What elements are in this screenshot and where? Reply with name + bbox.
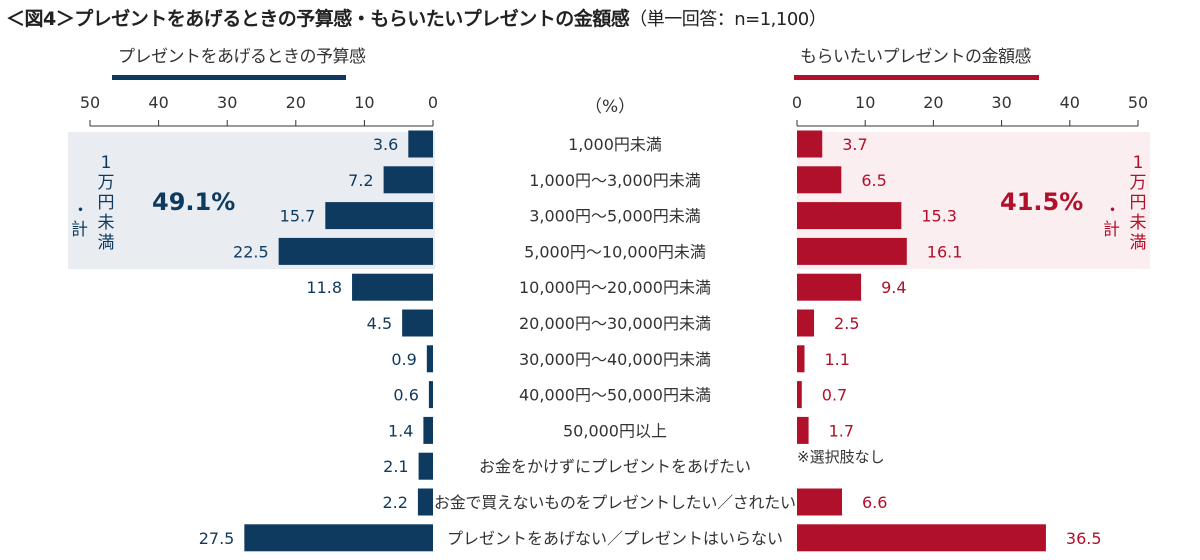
- left-bar: [408, 130, 433, 158]
- right-panel-title: もらいたいプレゼントの金額感: [800, 47, 1032, 67]
- right-bar: [797, 416, 809, 444]
- right-bar: [797, 202, 902, 230]
- left-bar: [383, 166, 433, 194]
- left-bar: [244, 524, 433, 552]
- right-summary-value: 41.5%: [1000, 188, 1084, 216]
- left-value-label: 22.5: [233, 242, 269, 261]
- right-value-label: 1.7: [829, 421, 854, 440]
- right-tick-label: 10: [855, 93, 875, 112]
- right-bar: [797, 237, 907, 265]
- right-bar: [797, 166, 842, 194]
- right-bar: [797, 381, 802, 409]
- right-bar: [797, 488, 843, 516]
- right-value-label: 6.5: [861, 171, 886, 190]
- title-main: ＜図4＞プレゼントをあげるときの予算感・もらいたいプレゼントの金額感: [6, 8, 630, 30]
- unit-label: （%）: [585, 97, 636, 117]
- left-value-label: 27.5: [199, 529, 235, 548]
- category-label: 20,000円～30,000円未満: [519, 314, 711, 333]
- left-panel-underline: [112, 75, 346, 80]
- label-char: 1: [100, 153, 112, 173]
- left-bar: [325, 202, 433, 230]
- right-bar: [797, 524, 1046, 552]
- left-tick-label: 20: [286, 93, 306, 112]
- right-panel-underline: [794, 75, 1039, 80]
- category-label: 40,000円～50,000円未満: [519, 386, 711, 405]
- label-char: 万: [97, 173, 115, 193]
- category-label: 5,000円～10,000円未満: [524, 242, 706, 261]
- no-option-note: ※選択肢なし: [797, 448, 885, 466]
- category-label: お金で買えないものをプレゼントしたい／されたい: [434, 493, 796, 512]
- right-tick-label: 50: [1128, 93, 1148, 112]
- right-summary-kei: 計: [1103, 220, 1120, 240]
- right-tick-label: 40: [1060, 93, 1080, 112]
- chart-title: ＜図4＞プレゼントをあげるときの予算感・もらいたいプレゼントの金額感（単一回答：…: [6, 4, 827, 31]
- left-bar: [423, 416, 433, 444]
- right-bar: [797, 130, 823, 158]
- left-value-label: 1.4: [388, 421, 413, 440]
- left-value-label: 11.8: [306, 278, 342, 297]
- title-subtitle: （単一回答：n=1,100）: [629, 9, 827, 30]
- label-char: 1: [1132, 153, 1144, 173]
- right-value-label: 3.7: [842, 135, 867, 154]
- label-char: 円: [97, 193, 115, 213]
- right-tick-label: 0: [792, 93, 802, 112]
- category-label: 1,000円～3,000円未満: [529, 171, 701, 190]
- left-bar: [278, 237, 433, 265]
- left-bar: [418, 452, 433, 480]
- right-summary-label: 1 万 円 未 満: [1128, 153, 1148, 253]
- left-tick-label: 0: [428, 93, 438, 112]
- right-value-label: 6.6: [862, 493, 887, 512]
- label-char: 万: [1129, 173, 1147, 193]
- right-value-label: 0.7: [822, 386, 847, 405]
- right-value-label: 9.4: [881, 278, 906, 297]
- category-label: 10,000円～20,000円未満: [519, 278, 711, 297]
- category-label: 1,000円未満: [568, 135, 662, 154]
- right-value-label: 15.3: [921, 207, 957, 226]
- right-bar: [797, 345, 805, 373]
- label-char: 未: [1129, 213, 1147, 233]
- right-value-label: 16.1: [927, 242, 963, 261]
- label-char: 円: [1129, 193, 1147, 213]
- category-label: プレゼントをあげない／プレゼントはいらない: [447, 529, 783, 548]
- left-bar: [402, 309, 433, 337]
- right-value-label: 36.5: [1066, 529, 1102, 548]
- left-summary-label: 1 万 円 未 満: [96, 153, 116, 253]
- label-char: 満: [1129, 233, 1147, 253]
- left-tick-label: 40: [148, 93, 168, 112]
- left-bar: [417, 488, 433, 516]
- right-bar: [797, 273, 862, 301]
- category-label: 30,000円～40,000円未満: [519, 350, 711, 369]
- left-value-label: 2.1: [383, 457, 408, 476]
- right-value-label: 2.5: [834, 314, 859, 333]
- left-tick-label: 30: [217, 93, 237, 112]
- category-label: 3,000円～5,000円未満: [529, 207, 701, 226]
- left-value-label: 7.2: [348, 171, 373, 190]
- left-value-label: 3.6: [373, 135, 398, 154]
- left-summary-dot: ・: [72, 201, 89, 221]
- left-summary-value: 49.1%: [152, 188, 236, 216]
- label-char: 未: [97, 213, 115, 233]
- category-label: 50,000円以上: [563, 421, 667, 440]
- left-bar: [428, 381, 433, 409]
- right-bar: [797, 309, 815, 337]
- left-summary-kei: 計: [71, 220, 88, 240]
- category-label: お金をかけずにプレゼントをあげたい: [479, 457, 751, 476]
- left-value-label: 0.9: [391, 350, 416, 369]
- left-value-label: 2.2: [382, 493, 407, 512]
- left-bar: [352, 273, 433, 301]
- left-value-label: 4.5: [367, 314, 392, 333]
- left-value-label: 15.7: [280, 207, 316, 226]
- left-bar: [426, 345, 433, 373]
- left-tick-label: 10: [354, 93, 374, 112]
- left-value-label: 0.6: [393, 386, 418, 405]
- label-char: 満: [97, 233, 115, 253]
- right-summary-dot: ・: [1104, 201, 1121, 221]
- left-panel-title: プレゼントをあげるときの予算感: [118, 47, 366, 67]
- left-tick-label: 50: [80, 93, 100, 112]
- right-tick-label: 20: [923, 93, 943, 112]
- right-value-label: 1.1: [825, 350, 850, 369]
- right-tick-label: 30: [991, 93, 1011, 112]
